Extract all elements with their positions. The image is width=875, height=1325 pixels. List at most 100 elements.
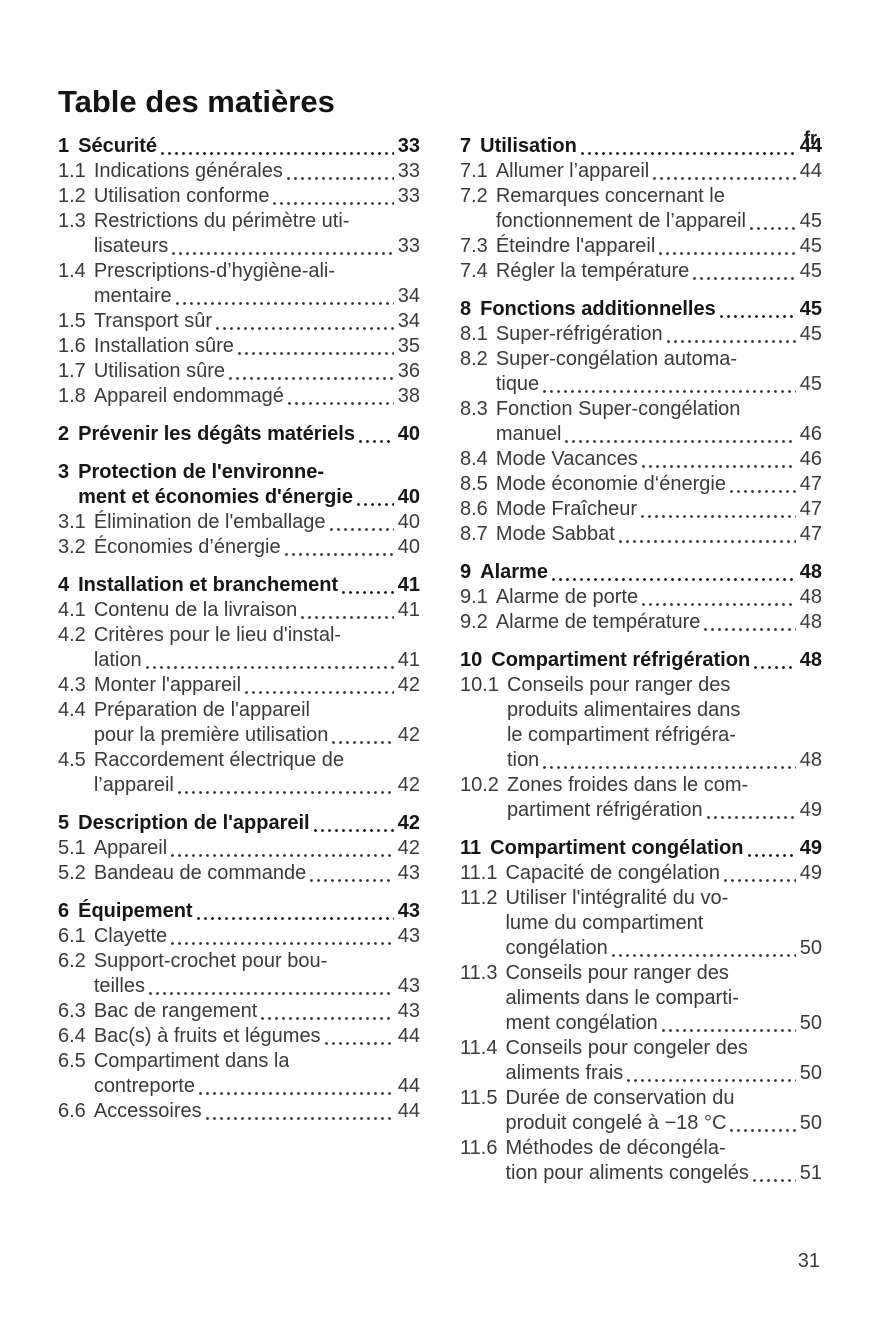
entry-text: Restrictions du périmètre uti- [93,210,350,232]
entry-line: Support-crochet pour bou- [94,949,420,974]
entry-text: tion pour aliments congelés [505,1162,749,1184]
entry-body: Fonctions additionnelles 45 [480,297,822,322]
dot-leader [301,616,394,619]
toc-entry: 7.4 Régler la température 45 [460,259,822,284]
entry-line: Bandeau de commande 43 [94,861,420,886]
entry-line: Installation et branchement 41 [78,573,420,598]
entry-text: Conseils pour ranger des [506,674,731,696]
toc-entry: 3.2 Économies d’énergie 40 [58,535,420,560]
page-ref: 50 [799,1012,822,1034]
dot-leader [543,766,796,769]
entry-body: Indications générales 33 [94,159,420,184]
entry-line: produits alimentaires dans [507,698,822,723]
entry-line: Équipement 43 [78,899,420,924]
entry-body: Éteindre l'appareil 45 [496,234,822,259]
page-ref: 33 [397,185,420,207]
page-ref: 34 [397,310,420,332]
entry-body: Installation et branchement 41 [78,573,420,598]
toc-entry: 11.5 Durée de conservation du produit cong… [460,1086,822,1136]
entry-text: Sécurité [78,135,158,157]
entry-text: Compartiment réfrigération [491,649,751,671]
entry-line: produit congelé à −18 °C 50 [505,1111,822,1136]
dot-leader [661,1029,796,1032]
entry-text: Critères pour le lieu d'instal- [93,624,342,646]
page-ref: 43 [397,925,420,947]
page-ref: 33 [397,235,420,257]
entry-number: 1.7 [58,360,86,382]
entry-body: Monter l'appareil 42 [94,673,420,698]
dot-leader [565,440,796,443]
toc-section: 10 Compartiment réfrigération 48 10.1 Consei… [460,648,822,823]
entry-body: Zones froides dans le com-partiment réfr… [507,773,822,823]
dot-leader [611,954,796,957]
entry-body: Utilisation 44 [480,134,822,159]
page-ref: 50 [799,937,822,959]
entry-number: 1.2 [58,185,86,207]
toc-columns: 1 Sécurité 33 1.1 Indications générales 33 1.2… [0,134,875,1186]
page-ref: 44 [397,1075,420,1097]
entry-line: Compartiment congélation 49 [490,836,822,861]
entry-line: Fonction Super-congélation [496,397,822,422]
toc-entry: 1.4 Prescriptions-d’hygiène-ali-mentaire 3… [58,259,420,309]
toc-entry: 1.1 Indications générales 33 [58,159,420,184]
entry-text: Bac(s) à fruits et légumes [93,1025,321,1047]
entry-text: Bac de rangement [93,1000,258,1022]
toc-section-header: 3 Protection de l'environne-ment et écono… [58,460,420,510]
entry-text: manuel [495,423,562,445]
entry-body: Bac de rangement 43 [94,999,420,1024]
toc-entry: 7.1 Allumer l’appareil 44 [460,159,822,184]
entry-text: Durée de conservation du [505,1087,735,1109]
entry-line: Super-réfrigération 45 [496,322,822,347]
toc-entry: 1.7 Utilisation sûre 36 [58,359,420,384]
toc-entry: 9.2 Alarme de température 48 [460,610,822,635]
toc-entry: 1.8 Appareil endommagé 38 [58,384,420,409]
entry-line: Mode économie d‘énergie 47 [496,472,822,497]
entry-number: 3 [58,461,70,483]
entry-line: Clayette 43 [94,924,420,949]
dot-leader [719,315,796,318]
dot-leader [177,791,394,794]
entry-body: Sécurité 33 [78,134,420,159]
entry-body: Installation sûre 35 [94,334,420,359]
entry-body: Bac(s) à fruits et légumes 44 [94,1024,420,1049]
entry-text: lation [93,649,142,671]
entry-number: 1.1 [58,160,86,182]
entry-number: 3.2 [58,536,86,558]
entry-text: tique [495,373,540,395]
entry-text: Indications générales [93,160,283,182]
entry-number: 6.3 [58,1000,86,1022]
entry-body: Prescriptions-d’hygiène-ali-mentaire 34 [94,259,420,309]
entry-body: Compartiment dans la contreporte 44 [94,1049,420,1099]
entry-text: Raccordement électrique de [93,749,344,771]
entry-line: Mode Vacances 46 [496,447,822,472]
entry-body: Accessoires 44 [94,1099,420,1124]
toc-entry: 8.5 Mode économie d‘énergie 47 [460,472,822,497]
entry-body: Super-congélation automa-tique 45 [496,347,822,397]
dot-leader [171,942,394,945]
entry-body: Conseils pour ranger des produits aliment… [507,673,822,773]
entry-number: 9.2 [460,611,488,633]
entry-body: Élimination de l'emballage 40 [94,510,420,535]
entry-line: Compartiment dans la [94,1049,420,1074]
entry-text: Zones froides dans le com- [506,774,749,796]
entry-line: Élimination de l'emballage 40 [94,510,420,535]
entry-line: Monter l'appareil 42 [94,673,420,698]
entry-body: Capacité de congélation 49 [505,861,822,886]
page-ref: 43 [397,1000,420,1022]
entry-line: Prévenir les dégâts matériels 40 [78,422,420,447]
entry-text: Régler la température [495,260,690,282]
entry-text: aliments dans le comparti- [505,987,739,1009]
dot-leader [273,202,394,205]
page-ref: 50 [799,1062,822,1084]
entry-number: 2 [58,423,70,445]
entry-number: 8.7 [460,523,488,545]
entry-body: Préparation de l'appareil pour la premièr… [94,698,420,748]
dot-leader [216,327,394,330]
entry-body: Mode Sabbat 47 [496,522,822,547]
page-ref: 42 [397,837,420,859]
entry-body: Super-réfrigération 45 [496,322,822,347]
dot-leader [749,227,796,230]
entry-number: 11.4 [460,1037,498,1059]
entry-number: 5 [58,812,70,834]
page-ref: 48 [799,611,822,633]
